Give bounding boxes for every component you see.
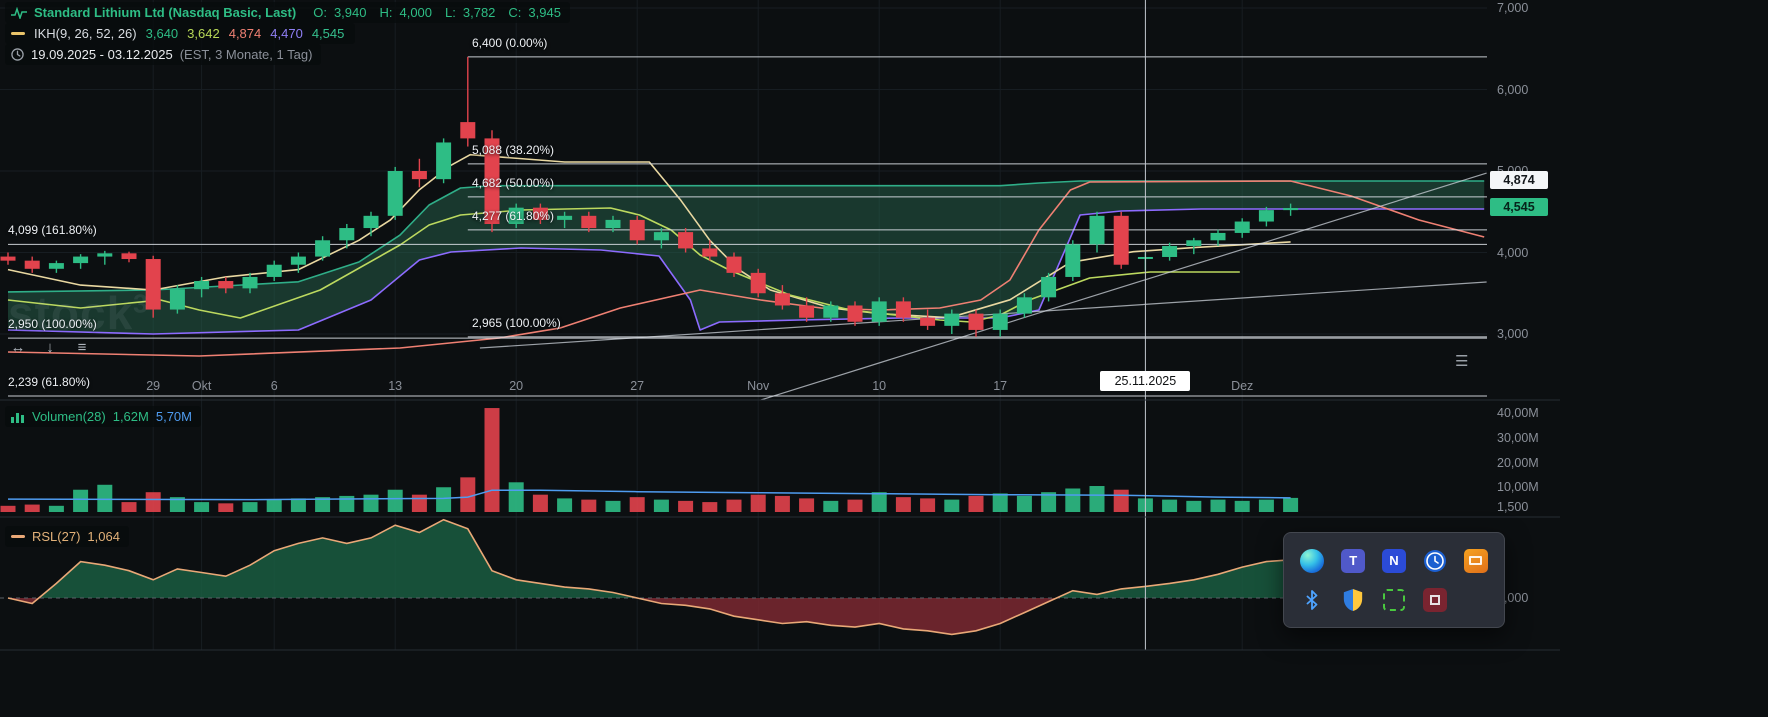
tool-arrow-down-icon[interactable]: ↓ <box>46 338 54 356</box>
ikh-indicator-legend[interactable]: IKH(9, 26, 52, 26) 3,640 3,642 4,874 4,4… <box>5 23 356 44</box>
chart-tools: ↔ ↓ ≡ <box>6 336 94 358</box>
app-n-icon[interactable]: N <box>1381 548 1407 574</box>
open-value: 3,940 <box>333 5 367 20</box>
ikh-value-kijun: 3,642 <box>187 26 220 41</box>
ikh-name: IKH(9, 26, 52, 26) <box>34 26 137 41</box>
close-label: C: <box>508 5 522 20</box>
price-pulse-icon <box>11 6 27 19</box>
bluetooth-icon[interactable] <box>1299 587 1325 613</box>
sandbox-icon[interactable] <box>1381 587 1407 613</box>
low-label: L: <box>445 5 456 20</box>
close-value: 3,945 <box>528 5 561 20</box>
system-tray-overflow: T N <box>1283 532 1505 628</box>
tool-arrows-horizontal-icon[interactable]: ↔ <box>10 338 26 356</box>
volume-title: Volumen(28) <box>32 409 106 424</box>
symbol-legend[interactable]: Standard Lithium Ltd (Nasdaq Basic, Last… <box>5 2 570 23</box>
edge-browser-icon[interactable] <box>1299 548 1325 574</box>
ikh-value-senkou-a: 4,874 <box>228 26 262 41</box>
symbol-title: Standard Lithium Ltd (Nasdaq Basic, Last… <box>34 5 297 20</box>
high-value: 4,000 <box>399 5 433 20</box>
rsl-indicator-legend[interactable]: RSL(27) 1,064 <box>5 526 129 547</box>
volume-indicator-legend[interactable]: Volumen(28) 1,62M 5,70M <box>5 406 201 427</box>
volume-current: 1,62M <box>112 409 149 424</box>
open-label: O: <box>313 5 327 20</box>
stock3-watermark: stock3 <box>8 287 149 339</box>
app-maroon-icon[interactable] <box>1422 587 1448 613</box>
date-range-text: 19.09.2025 - 03.12.2025 <box>31 47 173 62</box>
rsl-icon <box>11 535 25 538</box>
axis-menu-icon[interactable]: ☰ <box>1455 353 1469 370</box>
app-orange-icon[interactable] <box>1463 548 1489 574</box>
chart-canvas[interactable] <box>0 0 1560 660</box>
ikh-value-tenkan: 3,640 <box>145 26 179 41</box>
clock-app-icon[interactable] <box>1422 548 1448 574</box>
clock-icon <box>11 48 24 61</box>
volume-bars-icon <box>11 412 24 423</box>
ikh-value-chikou: 4,545 <box>311 26 345 41</box>
timezone-text: (EST, 3 Monate, 1 Tag) <box>179 47 313 62</box>
ikh-value-senkou-b: 4,470 <box>270 26 303 41</box>
low-value: 3,782 <box>462 5 496 20</box>
rsl-title: RSL(27) <box>32 529 81 544</box>
high-label: H: <box>379 5 393 20</box>
tool-lines-icon[interactable]: ≡ <box>77 338 87 356</box>
rsl-value: 1,064 <box>87 529 120 544</box>
volume-average: 5,70M <box>155 409 192 424</box>
ikh-icon <box>11 32 25 35</box>
teams-icon[interactable]: T <box>1340 548 1366 574</box>
windows-security-icon[interactable] <box>1340 587 1366 613</box>
date-range-legend[interactable]: 19.09.2025 - 03.12.2025 (EST, 3 Monate, … <box>5 44 322 65</box>
